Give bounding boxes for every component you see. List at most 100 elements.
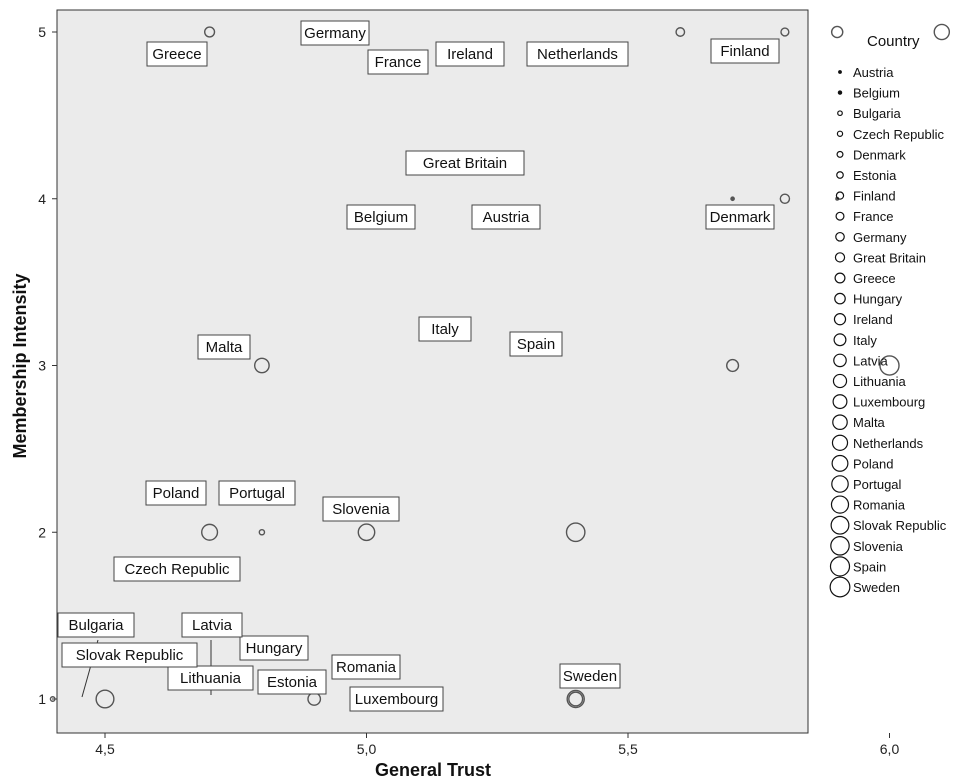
- legend-marker: [832, 394, 848, 410]
- point-labels: Austria Belgium Bulgaria Czech Republic Denm…: [57, 20, 780, 712]
- label-box: [471, 204, 541, 230]
- label-text: Estonia: [267, 674, 318, 691]
- legend-marker: [836, 171, 844, 179]
- legend-item-romania: Romania: [830, 495, 906, 514]
- y-tick-label: 4: [38, 191, 46, 207]
- legend-marker: [831, 475, 849, 493]
- label-box: [197, 334, 251, 360]
- label-austria: Austria: [471, 204, 541, 230]
- point-poland: [201, 523, 219, 541]
- label-box: [322, 496, 400, 522]
- legend-label: Sweden: [853, 580, 900, 595]
- label-portugal: Portugal: [218, 480, 296, 506]
- legend-item-greece: Greece: [834, 271, 896, 286]
- legend-label: Luxembourg: [853, 395, 925, 410]
- legend-marker: [837, 110, 843, 117]
- legend-marker: [836, 130, 844, 137]
- label-luxembourg: Luxembourg: [349, 686, 444, 712]
- legend-item-austria: Austria: [838, 65, 894, 80]
- label-poland: Poland: [145, 480, 207, 506]
- legend-marker: [836, 150, 844, 158]
- legend-item-lithuania: Lithuania: [832, 373, 907, 389]
- label-box: [167, 665, 254, 691]
- point-ireland: [830, 25, 844, 39]
- point-italy: [726, 358, 740, 373]
- legend-marker: [834, 252, 846, 263]
- legend-item-czech-republic: Czech Republic: [836, 127, 945, 142]
- label-box: [181, 612, 243, 638]
- point-czech-republic: [258, 528, 266, 536]
- label-text: Latvia: [192, 617, 233, 634]
- point-spain: [879, 355, 900, 376]
- label-text: Luxembourg: [355, 691, 438, 708]
- label-box: [559, 663, 621, 689]
- legend-marker: [833, 333, 847, 347]
- legend-marker: [831, 454, 849, 472]
- legend-marker: [830, 536, 850, 556]
- legend-label: Estonia: [853, 168, 897, 183]
- label-text: Portugal: [229, 485, 285, 502]
- point-malta: [253, 357, 270, 374]
- legend-item-poland: Poland: [831, 454, 893, 472]
- label-text: Ireland: [447, 46, 493, 63]
- label-finland: Finland: [710, 38, 780, 64]
- label-text: Hungary: [246, 640, 303, 657]
- label-belgium: Belgium: [346, 204, 416, 230]
- label-text: Great Britain: [423, 155, 507, 172]
- label-greece: Greece: [146, 41, 208, 67]
- legend-marker: [838, 70, 842, 74]
- point-bulgaria: [49, 696, 56, 702]
- x-axis-title: General Trust: [375, 760, 491, 780]
- legend-item-latvia: Latvia: [833, 353, 888, 368]
- legend-label: Belgium: [853, 86, 900, 101]
- y-tick-label: 1: [38, 691, 46, 707]
- legend-marker: [829, 576, 851, 598]
- legend-marker: [835, 211, 845, 221]
- legend-marker: [832, 414, 848, 431]
- legend-item-denmark: Denmark: [836, 147, 906, 162]
- label-box: [146, 41, 208, 67]
- label-spain: Spain: [509, 331, 563, 357]
- legend-label: Slovak Republic: [853, 518, 947, 533]
- label-lithuania: Lithuania: [167, 665, 254, 691]
- label-slovenia: Slovenia: [322, 496, 400, 522]
- label-denmark: Denmark: [705, 204, 775, 230]
- legend-label: Portugal: [853, 477, 902, 492]
- legend-item-italy: Italy: [833, 333, 877, 348]
- label-box: [526, 41, 629, 67]
- legend-marker: [829, 556, 851, 577]
- legend-label: Poland: [853, 456, 893, 471]
- legend-label: Denmark: [853, 147, 906, 162]
- y-axis-ticks: 1 2 3 4 5: [38, 24, 57, 707]
- label-box: [239, 635, 309, 661]
- point-netherlands: [933, 23, 951, 41]
- legend-label: Spain: [853, 559, 886, 574]
- x-tick-label: 6,0: [880, 741, 900, 757]
- label-bulgaria: Bulgaria: [57, 612, 135, 638]
- legend-label: Latvia: [853, 353, 888, 368]
- x-axis-ticks: 4,55,05,56,06,57,0: [95, 733, 900, 757]
- legend-item-hungary: Hungary: [834, 292, 903, 307]
- legend-title: Country: [867, 33, 920, 50]
- legend-label: Malta: [853, 415, 886, 430]
- plot-area: [56, 9, 809, 734]
- legend-item-belgium: Belgium: [837, 86, 900, 101]
- label-netherlands: Netherlands: [526, 41, 629, 67]
- legend-marker: [833, 353, 847, 368]
- legend-item-sweden: Sweden: [829, 576, 900, 598]
- legend-marker: [832, 373, 848, 389]
- legend-label: Austria: [853, 65, 894, 80]
- legend-label: Finland: [853, 189, 896, 204]
- data-points: [49, 23, 951, 709]
- legend-label: Bulgaria: [853, 106, 901, 121]
- legend-label: Great Britain: [853, 250, 926, 265]
- point-romania: [566, 689, 585, 709]
- label-text: Netherlands: [537, 46, 618, 63]
- legend-label: Greece: [853, 271, 896, 286]
- label-slovak-republic: Slovak Republic: [61, 642, 198, 668]
- legend-label: Germany: [853, 230, 907, 245]
- label-hungary: Hungary: [239, 635, 309, 661]
- label-text: Greece: [152, 46, 201, 63]
- label-box: [367, 49, 429, 75]
- label-text: Finland: [720, 43, 769, 60]
